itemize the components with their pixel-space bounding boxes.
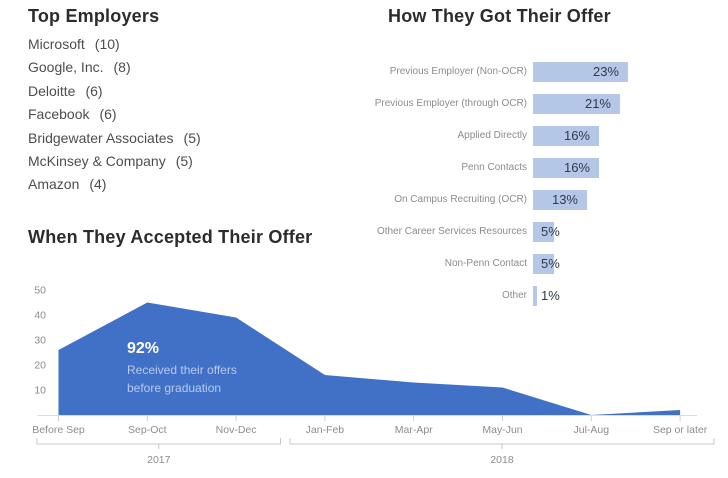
- bar-value-label: 1%: [541, 288, 560, 303]
- bar: [533, 286, 537, 306]
- bar-category-label: Non-Penn Contact: [444, 258, 527, 269]
- y-axis-label: 10: [34, 385, 46, 397]
- employer-count: (5): [183, 129, 201, 146]
- employer-name: Deloitte: [28, 82, 76, 99]
- year-label: 2017: [147, 454, 171, 466]
- bar-value-label: 21%: [584, 96, 611, 111]
- bar: [533, 62, 628, 82]
- bar-value-label: 13%: [551, 192, 578, 207]
- x-axis-label: Mar-Apr: [395, 424, 433, 436]
- bar: [533, 126, 599, 146]
- employer-item: McKinsey & Company (5): [28, 150, 201, 173]
- area-series: [58, 302, 681, 415]
- acceptance-timeline-title: When They Accepted Their Offer: [28, 227, 313, 247]
- employer-item: Deloitte (6): [28, 80, 201, 103]
- bar-category-label: Applied Directly: [457, 130, 527, 141]
- bar-value-label: 16%: [563, 160, 590, 175]
- year-label: 2018: [490, 454, 514, 466]
- offer-sources-title: How They Got Their Offer: [388, 6, 611, 26]
- employer-name: McKinsey & Company: [28, 152, 166, 169]
- year-bracket: [289, 438, 715, 449]
- bar-category-label: On Campus Recruiting (OCR): [394, 194, 527, 205]
- y-axis-label: 40: [34, 310, 46, 322]
- employer-item: Facebook (6): [28, 103, 201, 126]
- employer-item: Microsoft (10): [28, 33, 201, 56]
- bar-category-label: Other: [501, 290, 527, 301]
- bar-value-label: 23%: [592, 64, 619, 79]
- y-axis-label: 20: [34, 360, 46, 372]
- x-axis-label: Nov-Dec: [216, 424, 257, 436]
- employer-item: Amazon (4): [28, 173, 201, 196]
- employer-count: (5): [175, 152, 193, 169]
- bar-value-label: 5%: [541, 256, 560, 271]
- employer-count: (4): [89, 176, 107, 193]
- employer-count: (10): [94, 36, 120, 52]
- bar-category-label: Penn Contacts: [461, 162, 527, 173]
- bar-value-label: 16%: [563, 128, 590, 143]
- top-employers-list: Microsoft (10) Google, Inc. (8) Deloitte (6) F…: [28, 33, 201, 197]
- employer-name: Google, Inc.: [28, 59, 104, 76]
- bar-value-label: 5%: [541, 224, 560, 239]
- employer-name: Microsoft: [28, 36, 85, 52]
- employer-name: Facebook: [28, 106, 90, 123]
- employer-name: Amazon: [28, 176, 80, 193]
- x-axis-label: Jul-Aug: [573, 424, 609, 436]
- employer-item: Bridgewater Associates (5): [28, 127, 201, 150]
- bar-category-label: Previous Employer (Non-OCR): [389, 66, 527, 77]
- y-axis-label: 30: [34, 335, 46, 347]
- bar: [533, 254, 554, 274]
- top-employers-title: Top Employers: [28, 6, 160, 26]
- bar: [533, 190, 587, 210]
- bar: [533, 158, 599, 178]
- bar-category-label: Other Career Services Resources: [376, 226, 527, 237]
- year-bracket: [36, 438, 281, 449]
- x-axis-label: Jan-Feb: [306, 424, 345, 436]
- employer-count: (8): [113, 59, 131, 76]
- x-axis-label: Sep or later: [653, 424, 708, 436]
- x-axis-label: Sep-Oct: [128, 424, 167, 436]
- bar-category-label: Previous Employer (through OCR): [374, 98, 527, 109]
- x-axis-label: Before Sep: [32, 424, 85, 436]
- employer-item: Google, Inc. (8): [28, 56, 201, 79]
- y-axis-label: 50: [34, 285, 46, 297]
- bar: [533, 94, 620, 114]
- employer-count: (6): [85, 82, 103, 99]
- employer-name: Bridgewater Associates: [28, 129, 174, 146]
- bar: [533, 222, 554, 242]
- x-axis-label: May-Jun: [482, 424, 522, 436]
- employer-count: (6): [99, 106, 117, 123]
